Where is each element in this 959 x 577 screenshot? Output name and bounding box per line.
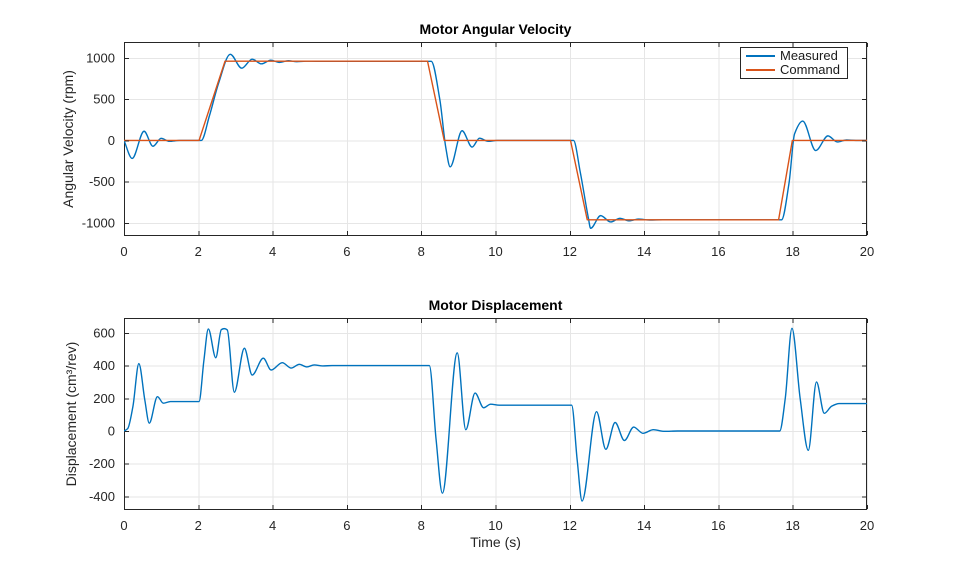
x-tick-label: 0 [120,518,127,533]
legend[interactable]: Measured Command [740,47,848,79]
y-tick-label: 1000 [86,51,115,66]
x-tick-label: 4 [269,518,276,533]
x-tick-label: 10 [488,518,502,533]
y-tick-label: 0 [108,133,115,148]
x-tick-label: 18 [785,518,799,533]
x-tick-label: 14 [637,244,651,259]
y-tick-label: -400 [89,489,115,504]
legend-item-measured[interactable]: Measured [746,49,842,63]
x-tick-label: 18 [785,244,799,259]
x-tick-label: 6 [343,518,350,533]
series-displacement-path[interactable] [124,327,867,502]
series-command-path[interactable] [124,60,867,221]
y-tick-label: -1000 [82,215,115,230]
x-tick-label: 12 [563,244,577,259]
chart1-title: Motor Angular Velocity [419,21,572,37]
x-tick-label: 8 [418,518,425,533]
x-tick-label: 20 [860,518,874,533]
axes-box [124,42,867,236]
y-tick-label: -500 [89,174,115,189]
x-tick-label: 4 [269,244,276,259]
y-tick-label: 200 [93,391,115,406]
legend-item-command[interactable]: Command [746,63,842,77]
legend-command-line-icon [746,69,775,71]
y-tick-label: 500 [93,92,115,107]
chart2-xlabel: Time (s) [470,534,521,550]
x-tick-label: 0 [120,244,127,259]
y-tick-label: -200 [89,456,115,471]
x-tick-label: 2 [195,518,202,533]
legend-command-label: Command [780,62,840,77]
legend-measured-line-icon [746,55,775,57]
x-tick-label: 16 [711,244,725,259]
x-tick-label: 20 [860,244,874,259]
chart2-ylabel: Displacement (cm³/rev) [63,341,79,487]
chart2: 0 2 4 6 8 10 12 14 16 18 20 -400 -200 0 200 400 600 [89,318,874,533]
x-tick-label: 10 [488,244,502,259]
y-tick-label: 400 [93,358,115,373]
chart2-title: Motor Displacement [428,297,563,313]
axes-box [124,318,867,510]
x-tick-label: 14 [637,518,651,533]
x-tick-label: 16 [711,518,725,533]
y-tick-label: 0 [108,424,115,439]
chart1: 0 2 4 6 8 10 12 14 16 18 20 -1000 -500 0 500 1000 [82,42,874,259]
y-tick-label: 600 [93,325,115,340]
x-tick-label: 6 [343,244,350,259]
x-tick-label: 2 [195,244,202,259]
x-tick-label: 12 [563,518,577,533]
chart1-ylabel: Angular Velocity (rpm) [60,70,76,208]
x-tick-label: 8 [418,244,425,259]
legend-measured-label: Measured [780,48,838,63]
